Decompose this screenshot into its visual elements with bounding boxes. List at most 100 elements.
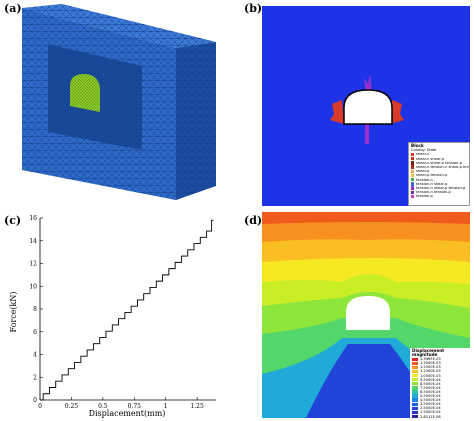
legend-text: 8.5000E-04 xyxy=(420,381,441,386)
panel-d-label: (d) xyxy=(244,214,263,227)
legend-text: shear-p xyxy=(416,169,430,174)
chart-axes xyxy=(39,218,216,401)
legend-entry: tension-p xyxy=(411,194,467,198)
y-tick-label: 14 xyxy=(29,238,37,245)
x-tick-label: 1 xyxy=(164,403,168,410)
legend-swatch xyxy=(412,410,418,415)
x-axis-label: Displacement(mm) xyxy=(89,409,166,418)
legend-entry: 1.5000E-04 xyxy=(412,410,468,414)
legend-entry: tension-n xyxy=(411,178,467,182)
legend-swatch xyxy=(411,173,414,178)
legend-text: 5.5000E-04 xyxy=(420,394,441,399)
legend-entry: shear-p xyxy=(411,169,467,173)
legend-text: shear-n tension-n shear-p tension-p xyxy=(416,165,469,170)
panel-a-mesh-model xyxy=(22,4,216,200)
legend-text: shear-n shear-p tension-p xyxy=(416,160,462,165)
legend-text: 9.5000E-04 xyxy=(420,377,441,382)
panel-b-label: (b) xyxy=(244,2,263,15)
legend-entry: 6.5000E-04 xyxy=(412,390,468,394)
force-displacement-chart: 0 0.25 0.5 0.75 1 1.25 0 2 4 6 8 10 12 14 16 Displacem… xyxy=(9,215,216,418)
legend-swatch xyxy=(412,357,418,361)
legend-text: 7.5000E-04 xyxy=(420,385,441,390)
panel-b-plastic-zone xyxy=(330,74,404,144)
panel-b-legend: Block Colorby: State shear-n shear-n shea… xyxy=(408,142,470,206)
legend-entry: 7.5000E-04 xyxy=(412,386,468,390)
legend-entry: 1.3965E-03 xyxy=(412,357,468,361)
legend-text: tension-n shear-p xyxy=(416,181,448,186)
legend-swatch xyxy=(412,414,418,418)
legend-swatch xyxy=(411,169,414,174)
legend-swatch xyxy=(411,157,414,161)
legend-text: 2.5000E-04 xyxy=(420,406,441,411)
legend-entry: 1.0500E-03 xyxy=(412,374,468,378)
legend-swatch xyxy=(411,194,414,199)
legend-swatch xyxy=(412,369,418,374)
legend-text: 1.5000E-04 xyxy=(420,410,441,415)
tunnel-opening xyxy=(343,89,393,125)
legend-swatch xyxy=(412,378,418,382)
y-tick-label: 2 xyxy=(33,374,37,381)
legend-text: 4.5000E-04 xyxy=(420,398,441,403)
y-tick-label: 8 xyxy=(33,306,37,313)
legend-swatch xyxy=(412,373,418,378)
x-tick-label: 0 xyxy=(38,403,42,410)
legend-text: 1.2500E-03 xyxy=(420,365,441,370)
legend-text: 2.8111E-06 xyxy=(420,414,441,419)
legend-swatch xyxy=(412,398,418,402)
y-tick-label: 4 xyxy=(33,352,37,359)
legend-entry: 1.2500E-03 xyxy=(412,365,468,369)
series-force-curve xyxy=(40,219,214,401)
panel-c-label: (c) xyxy=(4,214,22,227)
legend-entry: shear-n shear-p tension-p xyxy=(411,161,467,165)
legend-entry: 2.5000E-04 xyxy=(412,406,468,410)
legend-entry: 2.8111E-06 xyxy=(412,414,468,419)
legend-text: shear-p tension-p xyxy=(416,173,448,178)
panel-d-legend: Displacement magnitude 1.3965E-03 1.3500E… xyxy=(410,348,470,418)
legend-text: 1.3500E-03 xyxy=(420,361,441,366)
legend-b-title: Block xyxy=(411,143,424,148)
legend-swatch xyxy=(412,406,418,411)
y-tick-label: 12 xyxy=(29,261,37,268)
legend-text: 6.5000E-04 xyxy=(420,389,441,394)
legend-text: tension-n shear-p tension-p xyxy=(416,186,466,191)
legend-swatch xyxy=(411,152,414,157)
legend-text: tension-n tension-p xyxy=(416,190,451,195)
legend-entry: shear-p tension-p xyxy=(411,173,467,177)
legend-d-title: Displacement magnitude xyxy=(412,348,445,358)
legend-swatch xyxy=(412,394,418,398)
legend-swatch xyxy=(411,178,414,182)
legend-swatch xyxy=(412,390,418,394)
x-tick-label: 1.25 xyxy=(190,403,204,410)
legend-swatch xyxy=(412,382,418,386)
legend-swatch xyxy=(411,182,414,186)
legend-swatch xyxy=(412,365,418,370)
y-tick-label: 10 xyxy=(29,283,37,290)
legend-entry: 1.3500E-03 xyxy=(412,361,468,365)
legend-swatch xyxy=(412,386,418,390)
legend-text: shear-n xyxy=(416,152,430,157)
legend-swatch xyxy=(411,165,414,169)
y-tick-label: 0 xyxy=(33,397,37,404)
legend-entry: 3.5000E-04 xyxy=(412,402,468,406)
legend-swatch xyxy=(411,190,414,195)
y-tick-label: 16 xyxy=(29,215,37,222)
x-tick-label: 0.25 xyxy=(65,403,79,410)
legend-swatch xyxy=(412,402,418,406)
legend-text: 1.3965E-03 xyxy=(420,357,441,362)
legend-swatch xyxy=(411,186,414,190)
legend-entry: tension-n tension-p xyxy=(411,190,467,194)
panel-a-label: (a) xyxy=(4,2,22,15)
legend-text: 1.0500E-03 xyxy=(420,373,441,378)
legend-text: tension-n xyxy=(416,177,433,182)
legend-swatch xyxy=(411,161,414,165)
tunnel-opening-d xyxy=(346,296,390,330)
legend-swatch xyxy=(412,361,418,366)
legend-entry: 5.5000E-04 xyxy=(412,394,468,398)
legend-text: shear-n shear-p xyxy=(416,156,444,161)
legend-entry: 8.5000E-04 xyxy=(412,382,468,386)
legend-entry: shear-n tension-n shear-p tension-p xyxy=(411,165,469,170)
y-axis-label: Force(kN) xyxy=(9,291,18,332)
legend-text: tension-p xyxy=(416,194,433,199)
legend-entry: 9.5000E-04 xyxy=(412,378,468,382)
y-tick-label: 6 xyxy=(33,329,37,336)
